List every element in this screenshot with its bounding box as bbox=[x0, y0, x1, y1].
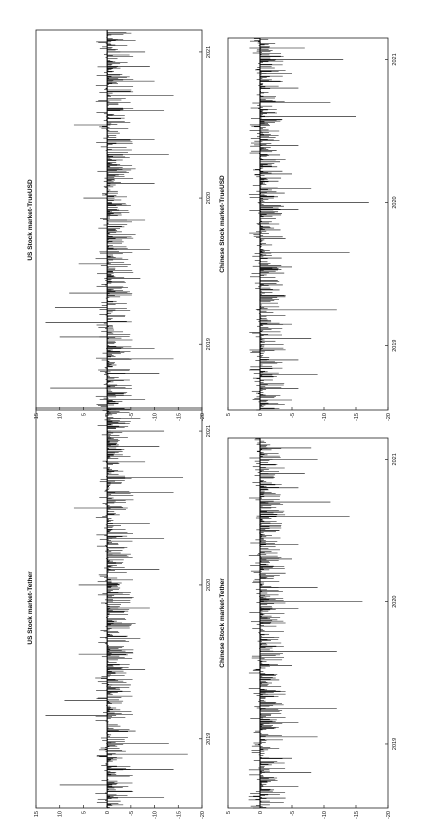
x-axis: 2019 2020 2021 bbox=[199, 46, 212, 350]
x-tick-label: 2020 bbox=[206, 579, 212, 591]
y-axis: 5 0 -5 -10 -15 -20 bbox=[226, 805, 392, 819]
chart-title: US Stock market-TrueUSD bbox=[27, 179, 34, 261]
plot-frame bbox=[35, 29, 203, 411]
x-tick-label: 2019 bbox=[206, 338, 212, 350]
y-tick-label: 10 bbox=[58, 413, 64, 419]
chart-panel-us-tether: US Stock market-Tether 2019 2020 2021 15 10… bbox=[27, 407, 212, 819]
plot-frame bbox=[227, 437, 389, 809]
y-tick-label: -15 bbox=[354, 811, 360, 819]
plot-frame bbox=[35, 407, 203, 809]
y-tick-label: 0 bbox=[105, 413, 111, 416]
y-tick-label: -5 bbox=[129, 413, 135, 418]
x-tick-label: 2020 bbox=[392, 596, 398, 608]
x-axis: 2019 2020 2021 bbox=[199, 425, 212, 745]
x-tick-label: 2020 bbox=[206, 192, 212, 204]
y-tick-label: -20 bbox=[386, 811, 392, 819]
series-marks bbox=[248, 38, 369, 411]
chart-title: Chinese Stock market-Tether bbox=[219, 578, 226, 668]
x-tick-label: 2021 bbox=[206, 425, 212, 437]
y-axis: 15 10 5 0 -5 -10 -15 -20 bbox=[34, 805, 206, 819]
x-tick-label: 2019 bbox=[206, 733, 212, 745]
y-tick-label: 0 bbox=[258, 413, 264, 416]
y-tick-label: -10 bbox=[322, 413, 328, 421]
chart-title: US Stock market-Tether bbox=[27, 571, 34, 645]
y-tick-label: -20 bbox=[200, 811, 206, 819]
y-tick-label: -15 bbox=[176, 413, 182, 421]
y-tick-label: -20 bbox=[386, 413, 392, 421]
y-tick-label: -15 bbox=[354, 413, 360, 421]
y-tick-label: -10 bbox=[322, 811, 328, 819]
x-tick-label: 2019 bbox=[392, 339, 398, 351]
y-tick-label: 0 bbox=[258, 811, 264, 814]
series-marks bbox=[45, 408, 188, 809]
y-axis: 15 10 5 0 -5 -10 -15 -20 bbox=[34, 407, 206, 421]
y-tick-label: 5 bbox=[81, 413, 87, 416]
y-tick-label: -10 bbox=[153, 413, 159, 421]
y-tick-label: -20 bbox=[200, 413, 206, 421]
y-tick-label: -5 bbox=[290, 413, 296, 418]
x-tick-label: 2019 bbox=[392, 738, 398, 750]
y-tick-label: -15 bbox=[176, 811, 182, 819]
y-axis: 5 0 -5 -10 -15 -20 bbox=[226, 407, 392, 421]
chart-title: Chinese Stock market-TrueUSD bbox=[219, 175, 226, 273]
x-axis: 2019 2020 2021 bbox=[385, 453, 398, 750]
x-axis: 2019 2020 2021 bbox=[385, 53, 398, 352]
x-tick-label: 2020 bbox=[392, 196, 398, 208]
y-tick-label: 5 bbox=[226, 811, 232, 814]
x-tick-label: 2021 bbox=[392, 453, 398, 465]
x-tick-label: 2021 bbox=[206, 46, 212, 58]
x-tick-label: 2021 bbox=[392, 53, 398, 65]
series-marks bbox=[248, 438, 363, 809]
y-tick-label: 5 bbox=[226, 413, 232, 416]
chart-panel-cn-trueusd: Chinese Stock market-TrueUSD 2019 2020 202… bbox=[219, 37, 398, 421]
y-tick-label: 5 bbox=[81, 811, 87, 814]
y-tick-label: 15 bbox=[34, 811, 40, 817]
series-marks bbox=[45, 30, 174, 411]
y-tick-label: -5 bbox=[129, 811, 135, 816]
plot-frame bbox=[227, 37, 389, 411]
y-tick-label: 0 bbox=[105, 811, 111, 814]
y-tick-label: -10 bbox=[153, 811, 159, 819]
y-tick-label: 10 bbox=[58, 811, 64, 817]
y-tick-label: 15 bbox=[34, 413, 40, 419]
chart-panel-cn-tether: Chinese Stock market-Tether 2019 2020 2021… bbox=[219, 437, 398, 819]
y-tick-label: -5 bbox=[290, 811, 296, 816]
